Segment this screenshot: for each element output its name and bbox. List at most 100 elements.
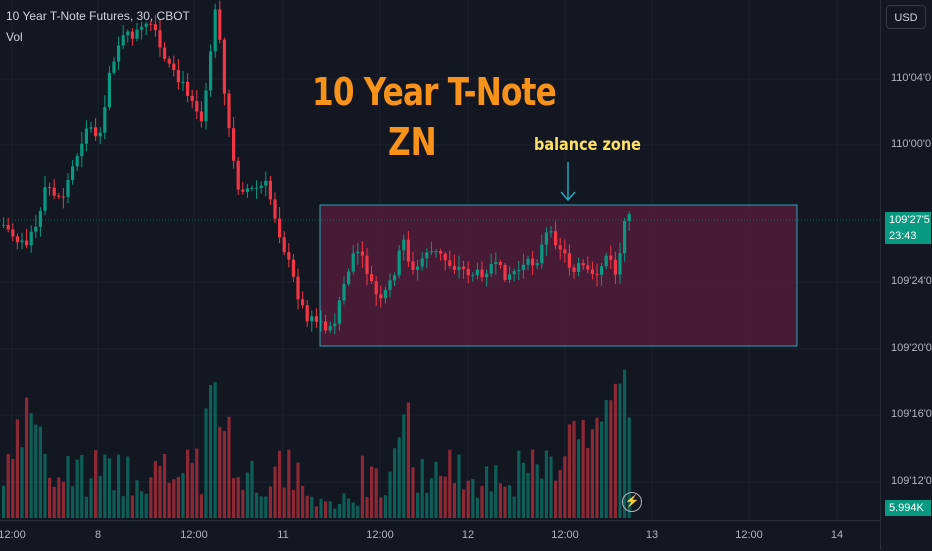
volume-bar <box>365 497 369 518</box>
volume-bar <box>213 382 217 518</box>
candle-body <box>186 81 190 96</box>
candle-body <box>301 299 305 306</box>
candle-body <box>618 253 622 275</box>
time-label: 12:00 <box>366 529 394 541</box>
candle-body <box>535 263 539 266</box>
candle-body <box>153 24 157 31</box>
lightning-icon[interactable]: ⚡ <box>622 492 642 512</box>
volume-bar <box>117 454 121 518</box>
volume-bar <box>89 478 93 518</box>
price-chart[interactable] <box>0 0 880 520</box>
volume-bar <box>558 469 562 518</box>
volume-bar <box>52 486 56 518</box>
candle-body <box>218 9 222 40</box>
volume-bar <box>494 465 498 518</box>
volume-bar <box>310 496 314 518</box>
candle-body <box>512 271 516 275</box>
volume-bar <box>209 385 213 518</box>
price-label: 109'24'0 <box>891 275 932 287</box>
candle-body <box>508 274 512 280</box>
time-label: 11 <box>277 529 289 541</box>
volume-bar <box>627 417 631 518</box>
candle-body <box>609 255 613 260</box>
price-axis[interactable]: USD 110'04'0 110'00'0 109'24'0 109'20'0 … <box>880 0 932 550</box>
volume-bar <box>204 408 208 518</box>
volume-bar <box>457 454 461 518</box>
volume-bar <box>296 462 300 518</box>
candle-body <box>213 9 217 52</box>
candle-body <box>103 107 107 133</box>
candle-body <box>485 273 489 278</box>
candle-body <box>406 239 410 262</box>
volume-bar <box>172 479 176 518</box>
volume-bar <box>498 483 502 518</box>
volume-bar <box>305 495 309 518</box>
volume-bar <box>337 503 341 518</box>
candle-body <box>337 300 341 324</box>
candle-body <box>503 264 507 280</box>
candle-body <box>172 63 176 71</box>
volume-bar <box>521 462 525 518</box>
candle-body <box>411 261 415 270</box>
volume-bar <box>370 466 374 518</box>
price-label: 110'00'0 <box>891 138 932 150</box>
candle-body <box>397 250 401 276</box>
candle-body <box>498 261 502 265</box>
volume-bar <box>402 414 406 518</box>
volume-bar <box>489 491 493 518</box>
chart-title-annotation: 10 Year T-Note <box>312 70 557 114</box>
volume-bar <box>466 480 470 518</box>
balance-zone-label: balance zone <box>534 135 641 155</box>
volume-bar <box>590 429 594 518</box>
volume-bar <box>57 477 61 518</box>
volume-bar <box>66 456 70 518</box>
candle-body <box>140 26 144 30</box>
candle-body <box>351 253 355 272</box>
volume-bar <box>604 399 608 518</box>
candle-body <box>89 127 93 129</box>
volume-bar <box>268 486 272 518</box>
candle-body <box>204 90 208 122</box>
volume-bar <box>48 477 52 518</box>
volume-bar <box>103 454 107 518</box>
volume-bar <box>241 489 245 518</box>
volume-label: Vol <box>6 30 23 44</box>
candle-body <box>144 23 148 27</box>
candle-body <box>434 251 438 253</box>
currency-button[interactable]: USD <box>886 5 926 29</box>
candle-body <box>526 258 530 265</box>
candle-body <box>420 258 424 267</box>
candle-body <box>38 210 42 227</box>
candle-body <box>29 231 33 246</box>
candle-body <box>554 231 558 246</box>
time-label: 12:00 <box>0 529 26 541</box>
volume-bar <box>25 397 29 518</box>
volume-bar <box>84 496 88 518</box>
volume-bar <box>80 454 84 518</box>
candle-body <box>130 31 134 39</box>
volume-bar <box>61 481 65 518</box>
candle-body <box>567 253 571 268</box>
candle-body <box>282 237 286 253</box>
volume-bar <box>301 485 305 518</box>
volume-bar <box>420 458 424 518</box>
volume-bar <box>623 369 627 518</box>
volume-bar <box>411 467 415 518</box>
time-axis[interactable]: 12:00 8 12:00 11 12:00 12 12:00 13 12:00… <box>0 520 880 551</box>
volume-bar <box>264 496 268 518</box>
volume-bar <box>609 400 613 518</box>
volume-bar <box>448 449 452 518</box>
volume-bar <box>356 505 360 518</box>
candle-body <box>563 249 567 254</box>
candle-body <box>48 187 52 189</box>
volume-bar <box>462 489 466 518</box>
candle-body <box>278 218 282 238</box>
candle-body <box>388 280 392 290</box>
volume-bar <box>149 477 153 518</box>
candle-body <box>232 128 236 161</box>
volume-bar <box>554 480 558 518</box>
volume-bar <box>503 486 507 518</box>
volume-bar <box>452 482 456 518</box>
candle-body <box>158 30 162 48</box>
candle-body <box>80 143 84 157</box>
